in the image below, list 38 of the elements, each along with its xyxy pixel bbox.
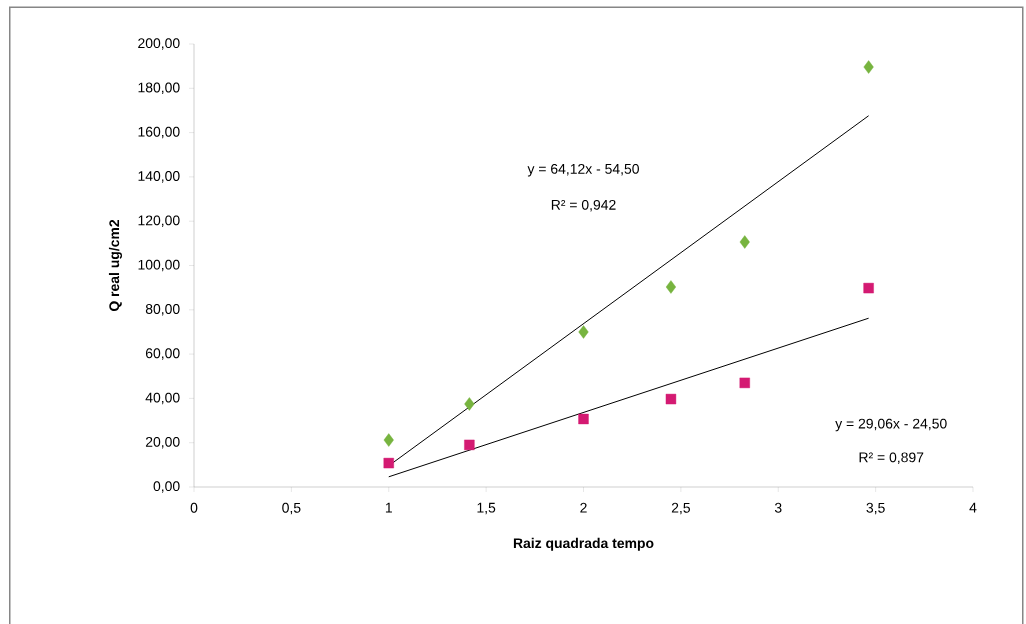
point (464, 439, 475, 451)
point (665, 280, 676, 294)
point (383, 433, 394, 447)
point (578, 325, 589, 339)
x-tick-label: 2 (580, 502, 587, 513)
y-tick-label: 100,00 (138, 259, 180, 272)
x-tick-label: 4 (969, 502, 977, 513)
point (863, 60, 874, 74)
x-tick-label: 1,5 (477, 502, 496, 515)
annotation: y = 64,12x - 54,50 (527, 163, 639, 177)
x-tick-label: 3 (774, 502, 782, 513)
y-tick-label: 0,00 (153, 481, 180, 493)
y-tick-label: 160,00 (138, 126, 180, 139)
y-axis-title: Q real ug/cm2 (108, 219, 122, 312)
x-tick-label: 0 (190, 502, 198, 513)
x-axis-title: Raiz quadrada tempo (513, 537, 654, 551)
point (739, 235, 750, 249)
x-tick-label: 3,5 (866, 502, 885, 515)
annotation: R² = 0,942 (551, 199, 616, 212)
annotation: R² = 0,897 (859, 452, 924, 464)
y-tick-label: 140,00 (138, 171, 180, 183)
y-tick-label: 80,00 (145, 304, 180, 316)
y-tick-label: 180,00 (138, 82, 180, 95)
x-tick-label: 0,5 (282, 502, 301, 515)
point (578, 413, 589, 425)
y-tick-label: 20,00 (145, 436, 180, 449)
y-tick-label: 40,00 (145, 392, 180, 405)
point (665, 393, 677, 405)
x-tick-label: 2,5 (671, 502, 690, 515)
y-tick-label: 60,00 (145, 348, 180, 360)
point (383, 457, 394, 469)
annotation: y = 29,06x - 24,50 (835, 418, 947, 432)
x-tick-label: 1 (385, 502, 392, 513)
point (863, 282, 874, 294)
point (739, 377, 750, 389)
y-tick-label: 120,00 (138, 215, 180, 227)
y-tick-label: 200,00 (138, 38, 180, 50)
point (464, 397, 475, 411)
